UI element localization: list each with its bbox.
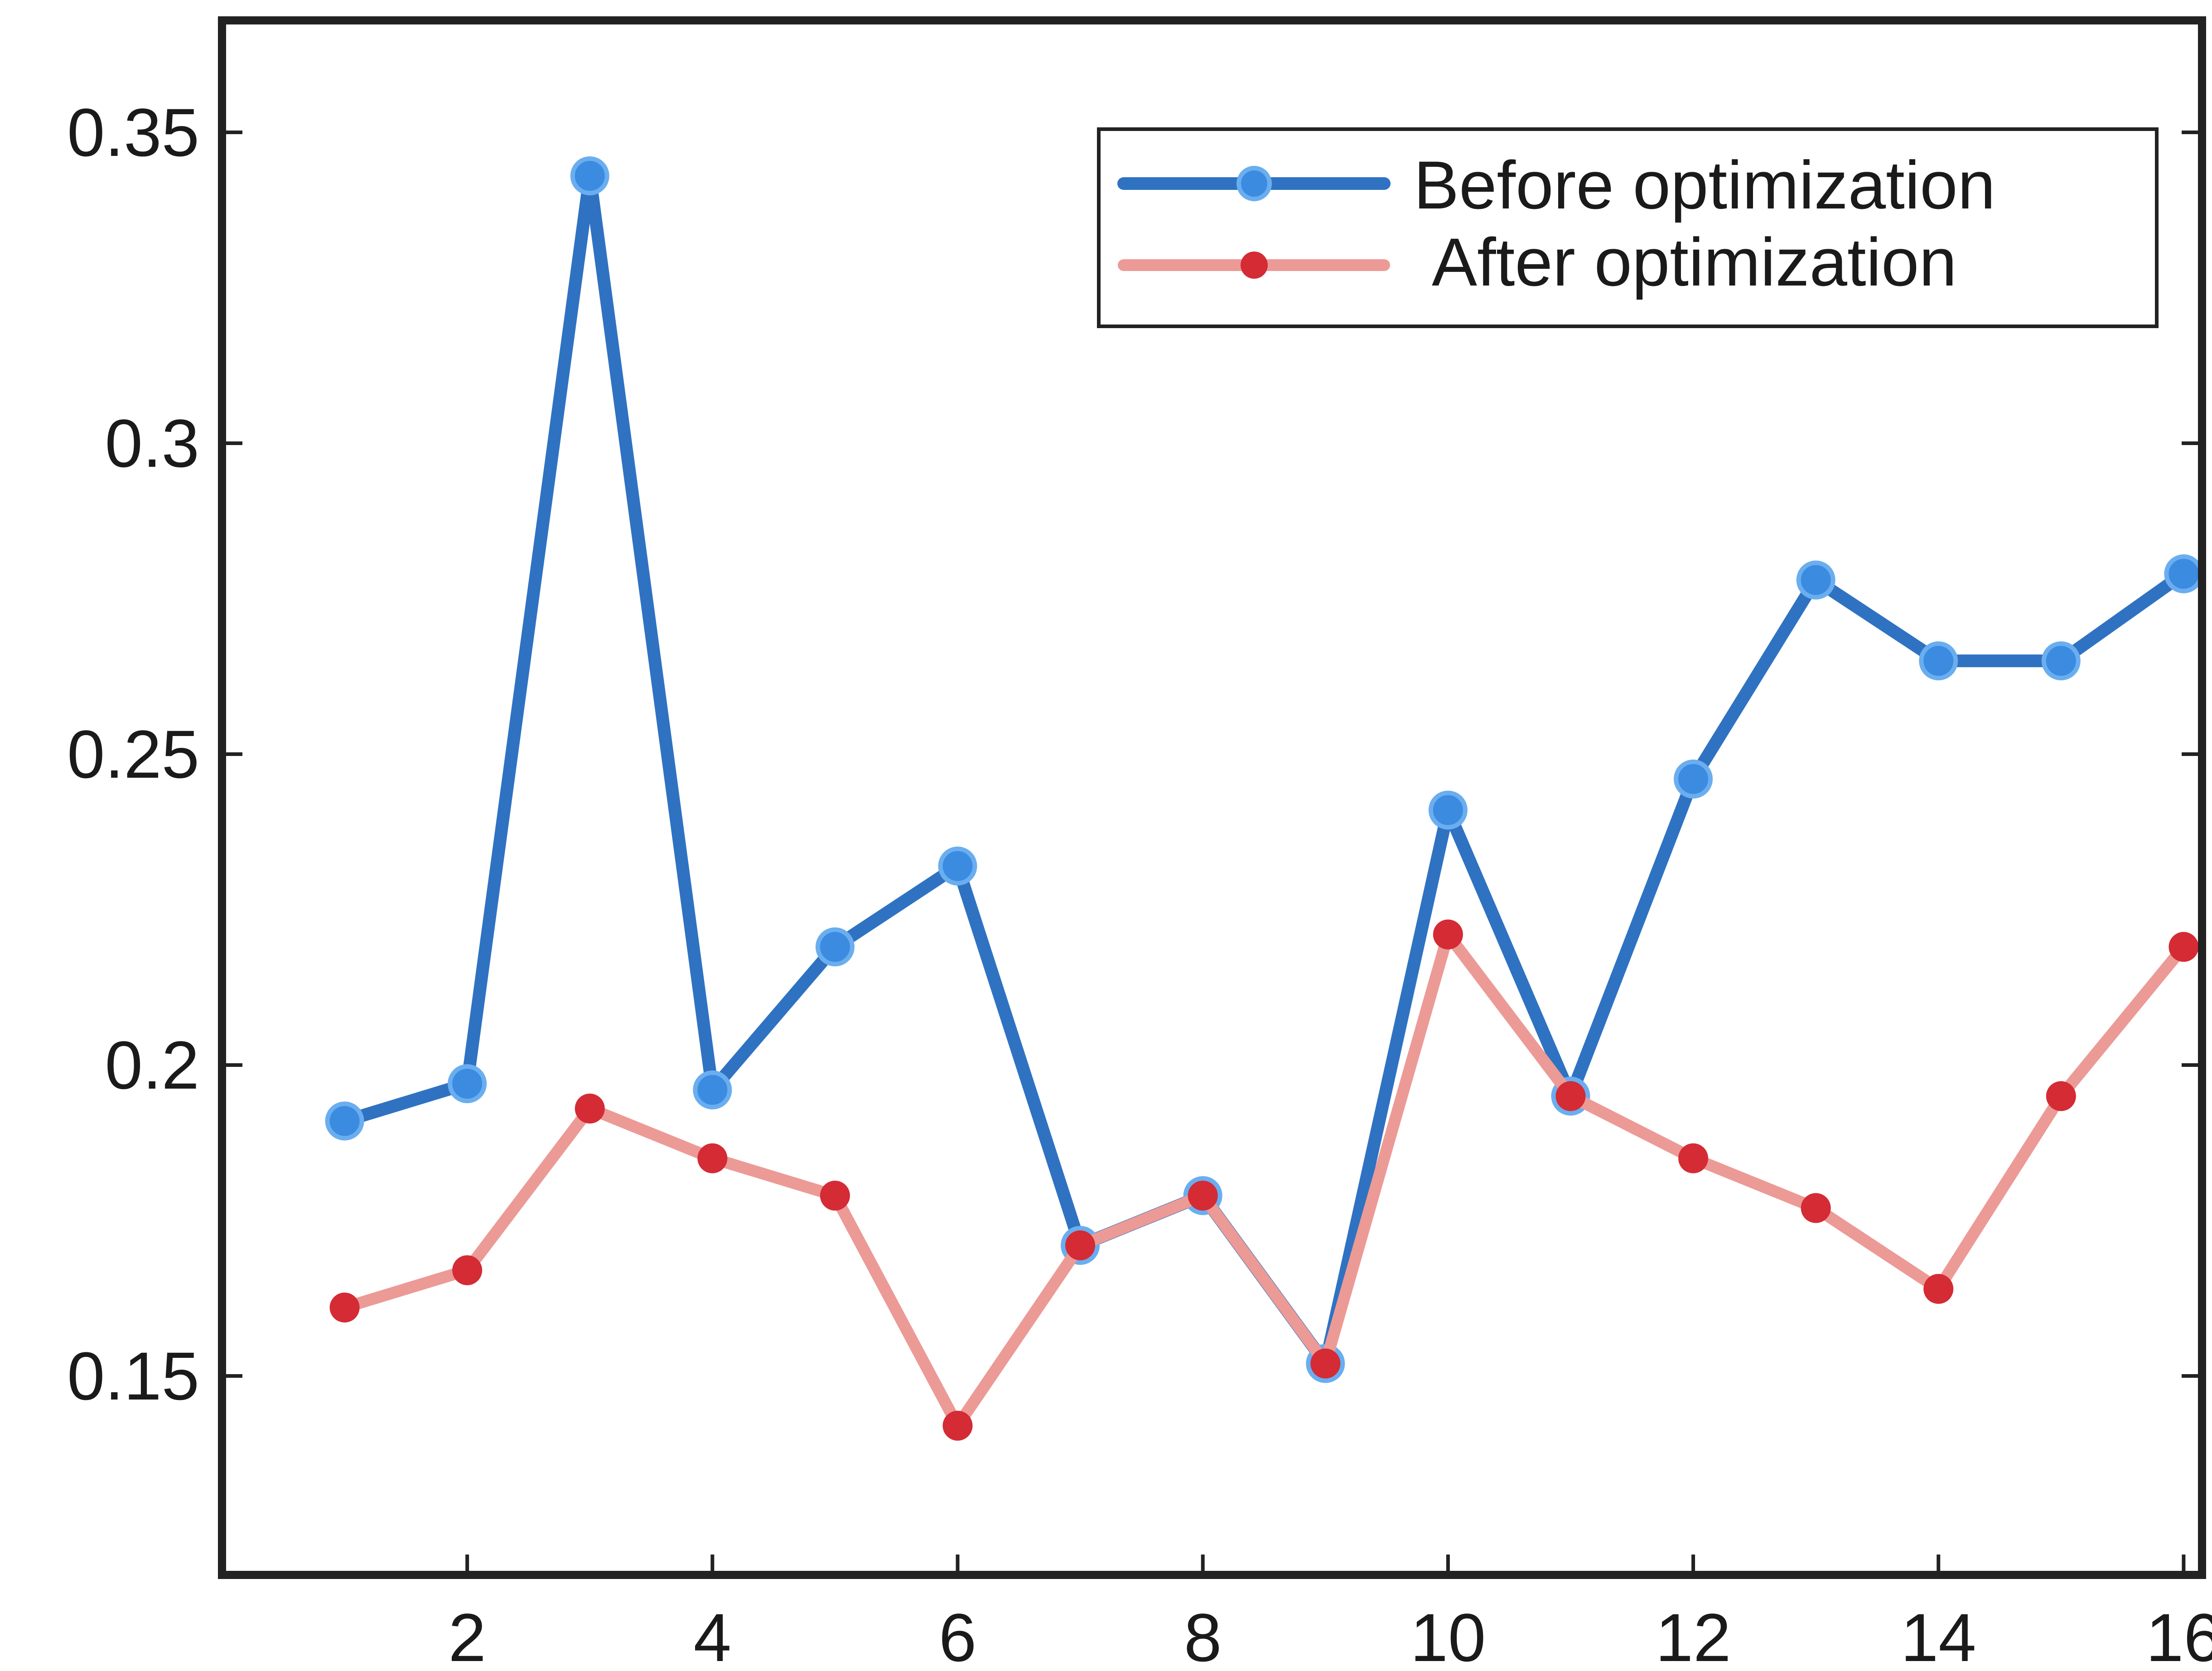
y-tick-label: 0.3: [105, 405, 199, 481]
data-point-before: [815, 927, 855, 967]
y-tick-label: 0.2: [105, 1027, 199, 1103]
data-point-after: [1310, 1348, 1341, 1379]
data-point-after: [942, 1410, 973, 1441]
legend-marker-before: [1236, 166, 1272, 201]
data-point-after: [1678, 1143, 1709, 1173]
data-point-before: [693, 1070, 732, 1109]
series-line-before: [338, 170, 2190, 1370]
data-point-before: [1674, 759, 1713, 799]
data-point-before: [938, 846, 977, 886]
series-after: [329, 919, 2199, 1441]
data-point-after: [1555, 1081, 1586, 1111]
data-point-after: [1923, 1274, 1954, 1304]
plot-frame: [218, 16, 2206, 1579]
data-point-before: [1428, 790, 1468, 830]
x-tick-label: 10: [1410, 1599, 1486, 1671]
legend: Before optimization After optimization: [1097, 127, 2159, 328]
data-point-after: [1065, 1230, 1096, 1260]
plot-marks: [325, 156, 2203, 1441]
x-tick-label: 16: [2146, 1599, 2212, 1671]
data-point-after: [820, 1181, 850, 1211]
x-tick-label: 14: [1901, 1599, 1976, 1671]
data-point-after: [1188, 1181, 1218, 1211]
legend-label-before: Before optimization: [1414, 147, 1995, 223]
x-tick-label: 6: [939, 1599, 976, 1671]
data-point-before: [448, 1064, 487, 1104]
legend-marker-after: [1241, 252, 1268, 279]
y-tick-label: 0.35: [67, 94, 199, 170]
data-point-after: [452, 1255, 483, 1285]
x-tick-label: 2: [448, 1599, 486, 1671]
data-point-after: [575, 1094, 605, 1124]
data-point-before: [1796, 560, 1835, 600]
data-point-after: [1801, 1193, 1831, 1223]
legend-label-after: After optimization: [1432, 224, 1957, 300]
data-point-before: [2164, 554, 2203, 594]
x-tick-label: 12: [1656, 1599, 1731, 1671]
y-tick-label: 0.25: [67, 716, 199, 792]
data-point-before: [2041, 641, 2081, 681]
data-point-before: [570, 156, 609, 195]
data-point-after: [1433, 919, 1463, 949]
data-point-after: [2046, 1081, 2076, 1111]
data-point-before: [1919, 641, 1958, 681]
series-line-after: [338, 928, 2190, 1432]
y-tick-label: 0.15: [67, 1338, 199, 1414]
x-tick-label: 8: [1184, 1599, 1222, 1671]
data-point-after: [2169, 932, 2199, 962]
legend-box: [1097, 127, 2159, 328]
data-point-after: [697, 1143, 728, 1173]
data-point-before: [325, 1101, 364, 1141]
axes: 0.15 0.2 0.25 0.3 0.35 2 4 6 8 10 12 14 16: [67, 94, 2212, 1671]
x-tick-label: 4: [694, 1599, 731, 1671]
series-before: [325, 156, 2203, 1383]
data-point-after: [329, 1293, 360, 1323]
